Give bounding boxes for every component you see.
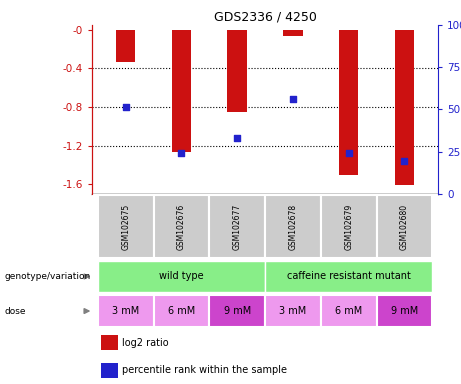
- Bar: [339, 30, 359, 175]
- Text: 6 mM: 6 mM: [335, 306, 362, 316]
- Bar: [395, 30, 414, 185]
- Text: 3 mM: 3 mM: [279, 306, 307, 316]
- Bar: [377, 295, 432, 327]
- Point: [178, 150, 185, 156]
- Bar: [209, 295, 265, 327]
- Text: 9 mM: 9 mM: [224, 306, 251, 316]
- Bar: [98, 261, 265, 292]
- Text: dose: dose: [5, 306, 26, 316]
- Bar: [98, 295, 154, 327]
- Text: GSM102678: GSM102678: [289, 204, 297, 250]
- Text: genotype/variation: genotype/variation: [5, 272, 91, 281]
- Bar: [321, 195, 377, 258]
- Text: wild type: wild type: [159, 271, 204, 281]
- Bar: [154, 195, 209, 258]
- Bar: [265, 295, 321, 327]
- Text: GSM102675: GSM102675: [121, 204, 130, 250]
- Bar: [321, 295, 377, 327]
- Bar: [116, 30, 136, 62]
- Point: [345, 150, 352, 156]
- Point: [289, 96, 296, 103]
- Text: GSM102676: GSM102676: [177, 204, 186, 250]
- Bar: [154, 295, 209, 327]
- Bar: [377, 195, 432, 258]
- Point: [234, 135, 241, 141]
- Text: GSM102677: GSM102677: [233, 204, 242, 250]
- Text: log2 ratio: log2 ratio: [122, 338, 169, 348]
- Text: 6 mM: 6 mM: [168, 306, 195, 316]
- Bar: [98, 195, 154, 258]
- Bar: [101, 362, 118, 378]
- Bar: [171, 30, 191, 152]
- Bar: [209, 195, 265, 258]
- Text: 3 mM: 3 mM: [112, 306, 139, 316]
- Point: [401, 158, 408, 164]
- Title: GDS2336 / 4250: GDS2336 / 4250: [213, 11, 317, 24]
- Point: [122, 104, 130, 110]
- Text: GSM102679: GSM102679: [344, 204, 353, 250]
- Text: percentile rank within the sample: percentile rank within the sample: [122, 365, 287, 375]
- Bar: [283, 30, 303, 36]
- Text: GSM102680: GSM102680: [400, 204, 409, 250]
- Bar: [101, 335, 118, 350]
- Text: 9 mM: 9 mM: [391, 306, 418, 316]
- Bar: [265, 195, 321, 258]
- Bar: [265, 261, 432, 292]
- Bar: [227, 30, 247, 112]
- Text: caffeine resistant mutant: caffeine resistant mutant: [287, 271, 411, 281]
